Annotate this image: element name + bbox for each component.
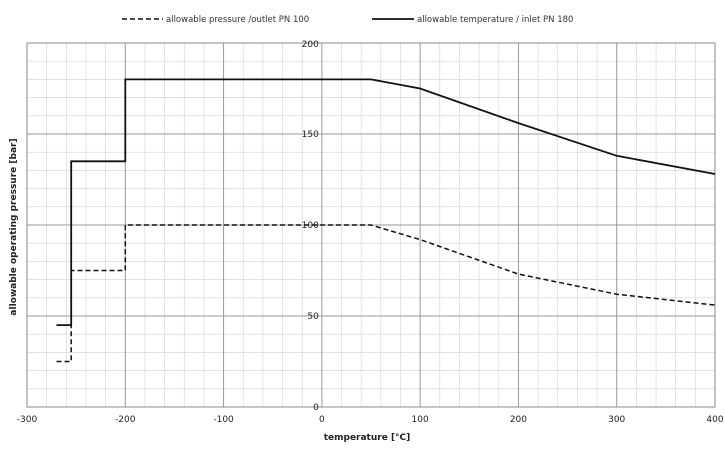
x-tick-label: -200 [115, 415, 136, 425]
x-tick-label: 0 [319, 415, 325, 425]
series-line-inlet-pn180 [56, 78, 716, 326]
y-axis-label: 50 [307, 312, 319, 322]
y-axis-labels: 0 50 100 150 200 [302, 40, 319, 413]
y-axis-title: allowable operating pressure [bar] [9, 138, 19, 315]
y-axis-label: 200 [302, 40, 319, 50]
plot-area-frame [26, 42, 716, 408]
x-tick-label: 400 [706, 415, 723, 425]
x-axis-title: temperature [°C] [324, 433, 411, 443]
legend-label-inlet-pn180: allowable temperature / inlet PN 180 [417, 15, 573, 25]
x-tick-label: 300 [608, 415, 625, 425]
legend: allowable pressure /outlet PN 100 allowa… [122, 15, 573, 25]
y-axis-label: 0 [313, 403, 319, 413]
legend-label-outlet-pn100: allowable pressure /outlet PN 100 [166, 15, 309, 25]
x-tick-label: -300 [17, 415, 38, 425]
x-tick-label: 200 [510, 415, 527, 425]
x-tick-labels: -300 -200 -100 0 100 200 300 400 [17, 415, 724, 425]
y-axis-label: 100 [302, 221, 319, 231]
series-layer [56, 78, 716, 363]
x-tick-label: -100 [213, 415, 234, 425]
y-axis-label: 150 [302, 130, 319, 140]
x-tick-label: 100 [412, 415, 429, 425]
